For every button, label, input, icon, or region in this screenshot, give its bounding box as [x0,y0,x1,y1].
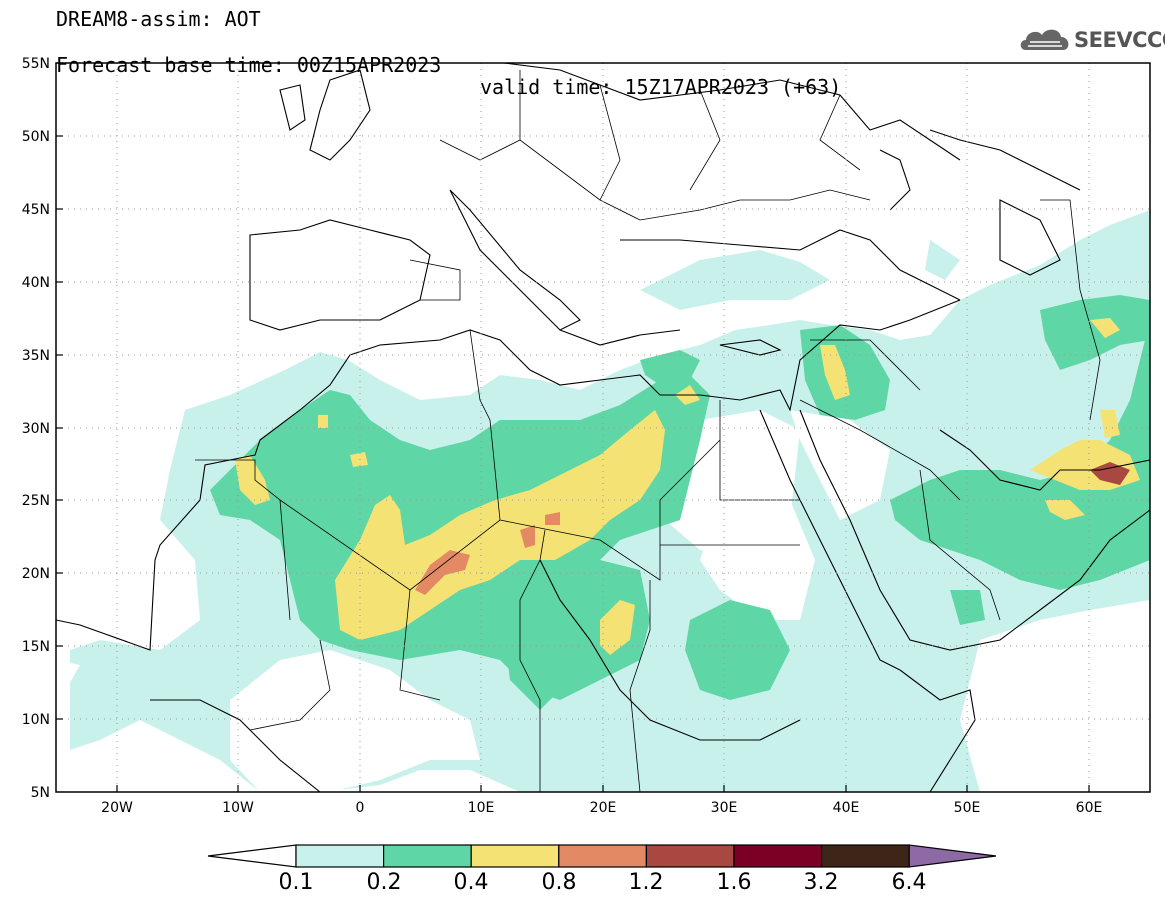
aot-band-lt-0.1 [56,410,1150,792]
colorbar-label: 0.4 [453,870,489,895]
lat-label: 15N [22,639,50,655]
colorbar-segment [820,844,910,868]
lat-label: 30N [22,421,50,437]
colorbar-label: 1.2 [628,870,664,895]
lat-label: 5N [31,785,50,801]
lat-label: 20N [22,566,50,582]
colorbar-label: 1.6 [716,870,752,895]
map-title: DREAM8-assim: AOT [56,7,261,31]
lat-label: 40N [22,275,50,291]
lon-label: 0 [356,800,365,816]
colorbar-label: 0.8 [541,870,577,895]
lat-label: 25N [22,493,50,509]
logo-text: SEEVCCC [1074,28,1165,52]
colorbar-under-triangle [207,844,297,868]
colorbar-segment [383,844,472,868]
map-subtitle: Forecast base time: 00Z15APR2023 valid t… [56,32,841,98]
lat-label: 35N [22,348,50,364]
colorbar-segment [295,844,385,868]
axis-ticks [56,62,1090,792]
longitude-labels: 20W 10W 0 10E 20E 30E 40E 50E 60E [101,800,1102,816]
coastlines [56,63,1150,792]
seevccc-logo: SEEVCCC [1018,24,1165,60]
colorbar-over-triangle [908,844,997,868]
latitude-labels: 55N 50N 45N 40N 35N 30N 25N 20N 15N 10N … [22,56,50,801]
cloud-icon [1020,29,1069,50]
gridlines [56,63,1150,792]
lon-label: 20W [101,800,133,816]
lon-label: 20E [590,800,617,816]
lon-label: 40E [833,800,860,816]
forecast-base-time: Forecast base time: 00Z15APR2023 [56,53,442,77]
colorbar-segment [645,844,735,868]
aot-band-0.8 [415,512,560,595]
lon-label: 10W [222,800,254,816]
lon-label: 10E [468,800,495,816]
colorbar-segment [470,844,560,868]
lat-label: 55N [22,56,50,72]
valid-time: valid time: 15Z17APR2023 (+63) [480,75,842,99]
colorbar-label: 3.2 [803,870,839,895]
lon-label: 60E [1076,800,1103,816]
aot-field [56,63,1150,792]
colorbar-label: 0.1 [278,870,314,895]
lon-label: 30E [711,800,738,816]
aot-band-1.2 [1090,462,1130,485]
colorbar-label: 0.2 [366,870,402,895]
lat-label: 45N [22,202,50,218]
country-borders [195,70,1101,792]
colorbar-segment [558,844,647,868]
colorbar [207,844,997,868]
lat-label: 10N [22,712,50,728]
lat-label: 50N [22,129,50,145]
lon-label: 50E [954,800,981,816]
colorbar-segment [733,844,823,868]
colorbar-label: 6.4 [891,870,927,895]
